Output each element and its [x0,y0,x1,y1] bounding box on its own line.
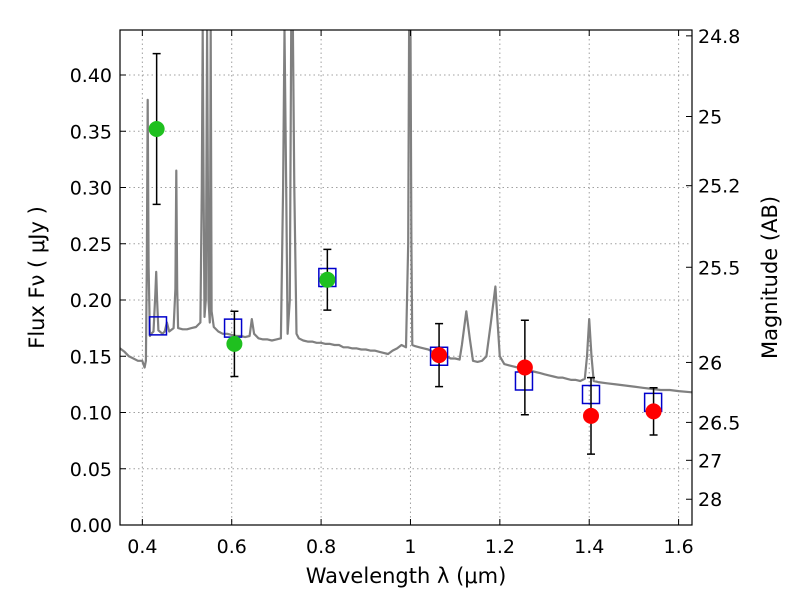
x-axis-label: Wavelength λ (μm) [306,564,507,588]
y-tick-label: 0.20 [70,290,112,312]
y-axis-label: Flux Fν ( μJy ) [25,206,49,349]
y-tick-label: 0.10 [70,403,112,425]
y-tick-label: 0.30 [70,178,112,200]
right-tick-label: 25.2 [698,176,740,198]
red-data-point [431,347,448,364]
right-tick-label: 26.5 [698,412,740,434]
red-data-point [583,407,600,424]
right-tick-label: 26 [698,352,722,374]
y-tick-label: 0.05 [70,459,112,481]
y-tick-label: 0.00 [70,515,112,537]
y-tick-label: 0.15 [70,346,112,368]
x-tick-label: 1.6 [663,536,693,558]
x-tick-label: 0.4 [127,536,157,558]
right-tick-label: 25 [698,107,722,129]
y-tick-label: 0.40 [70,65,112,87]
green-data-point [148,121,165,137]
green-data-point [226,335,243,352]
x-tick-label: 0.6 [217,536,247,558]
green-data-point [319,271,336,288]
right-tick-label: 28 [698,489,722,511]
red-data-point [645,403,662,420]
right-tick-label: 24.8 [698,26,740,48]
spectrum-layer [120,30,692,394]
y-tick-label: 0.25 [70,234,112,256]
right-axis-label: Magnitude (AB) [758,196,782,359]
right-tick-label: 25.5 [698,257,740,279]
x-tick-label: 1.2 [485,536,515,558]
x-tick-label: 0.8 [306,536,336,558]
right-tick-label: 27 [698,450,722,472]
y-tick-label: 0.35 [70,121,112,143]
plot-frame [119,29,693,526]
spectrum-line [120,30,692,394]
x-tick-label: 1.4 [574,536,604,558]
observed-points-layer [148,52,662,455]
red-data-point [516,359,533,376]
model-square [148,316,168,336]
axis-ticks: 0.4 0.6 0.8 1 1.2 1.4 1.6 0.00 0.05 0.10 0.15 0.20 0… [70,26,741,558]
x-tick-label: 1 [404,536,416,558]
